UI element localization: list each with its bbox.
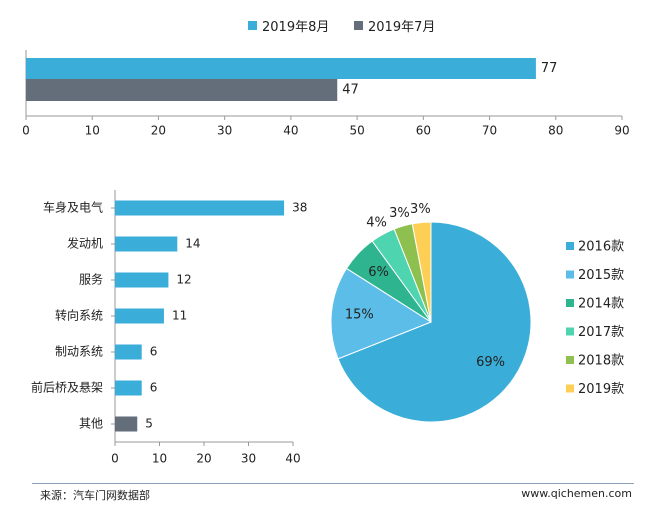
top-bar-value-august: 77 — [541, 61, 558, 76]
category-label: 车身及电气 — [43, 200, 103, 215]
pie-slice-label: 3% — [389, 206, 410, 221]
category-bar-value: 14 — [185, 237, 200, 251]
category-label: 转向系统 — [55, 308, 103, 323]
category-x-tick-label: 30 — [241, 452, 256, 466]
top-bar-july — [26, 79, 338, 101]
pie-slice-label: 4% — [366, 215, 387, 230]
legend-label-july: 2019年7月 — [368, 20, 436, 35]
pie-slice — [330, 267, 433, 360]
category-bar — [115, 380, 142, 396]
top-x-tick-label: 20 — [151, 124, 166, 138]
pie-legend-label: 2019款 — [578, 382, 624, 397]
top-x-tick-label: 80 — [548, 124, 563, 138]
category-bar — [115, 416, 138, 432]
category-x-tick-label: 20 — [196, 452, 211, 466]
category-bar — [115, 236, 178, 252]
category-x-tick-label: 40 — [285, 452, 300, 466]
pie-slice — [337, 221, 532, 423]
pie-slice — [411, 221, 432, 323]
pie-legend-label: 2018款 — [578, 354, 624, 369]
legend-swatch-july — [354, 21, 363, 30]
category-label: 发动机 — [67, 236, 103, 251]
category-bar-value: 6 — [150, 345, 158, 359]
category-x-tick-label: 10 — [152, 452, 167, 466]
category-bar-value: 5 — [145, 417, 153, 431]
footer: 来源：汽车门网数据部 www.qichemen.com — [32, 483, 634, 506]
category-label: 其他 — [79, 417, 103, 431]
pie-legend-swatch — [566, 299, 574, 307]
top-x-tick-label: 10 — [85, 124, 100, 138]
category-label: 前后桥及悬架 — [31, 380, 103, 395]
pie-legend-label: 2015款 — [578, 268, 624, 283]
top-bar-august — [26, 58, 536, 79]
top-x-tick-label: 70 — [482, 124, 497, 138]
category-bar-value: 11 — [172, 309, 187, 323]
top-x-tick-label: 30 — [217, 124, 232, 138]
pie-legend-label: 2016款 — [578, 240, 624, 255]
pie-legend-swatch — [566, 270, 574, 279]
top-x-tick-label: 50 — [349, 124, 364, 138]
top-bar-value-july: 47 — [342, 83, 359, 98]
footer-website: www.qichemen.com — [521, 487, 632, 500]
category-bar — [115, 344, 142, 360]
top-x-tick-label: 60 — [416, 124, 431, 138]
legend-label-august: 2019年8月 — [262, 20, 330, 35]
pie-legend-swatch — [566, 356, 574, 364]
category-label: 服务 — [79, 272, 103, 287]
pie-slice-label: 6% — [368, 265, 389, 280]
pie-legend-swatch — [566, 242, 574, 250]
top-x-tick-label: 40 — [283, 124, 298, 138]
legend-swatch-august — [248, 21, 257, 30]
category-bar-value: 6 — [150, 381, 158, 395]
pie-slice-label: 15% — [345, 308, 374, 323]
pie-legend-swatch — [566, 384, 574, 393]
category-bar — [115, 308, 164, 324]
category-bar-value: 12 — [176, 273, 191, 287]
pie-legend-swatch — [566, 327, 574, 336]
category-x-tick-label: 0 — [111, 452, 119, 466]
category-label: 制动系统 — [55, 345, 103, 359]
category-bar-value: 38 — [292, 201, 307, 215]
category-bar — [115, 200, 285, 216]
legend-item-july: 2019年7月 — [354, 16, 435, 35]
top-x-tick-label: 0 — [22, 124, 30, 138]
pie-legend-label: 2017款 — [578, 325, 624, 340]
top-x-tick-label: 90 — [614, 124, 629, 138]
category-bar — [115, 272, 169, 288]
legend-item-august: 2019年8月 — [248, 16, 329, 35]
pie-legend-label: 2014款 — [578, 297, 624, 312]
pie-slice-label: 3% — [410, 202, 431, 217]
footer-source: 来源：汽车门网数据部 — [40, 489, 150, 502]
pie-slice-label: 69% — [476, 355, 505, 370]
